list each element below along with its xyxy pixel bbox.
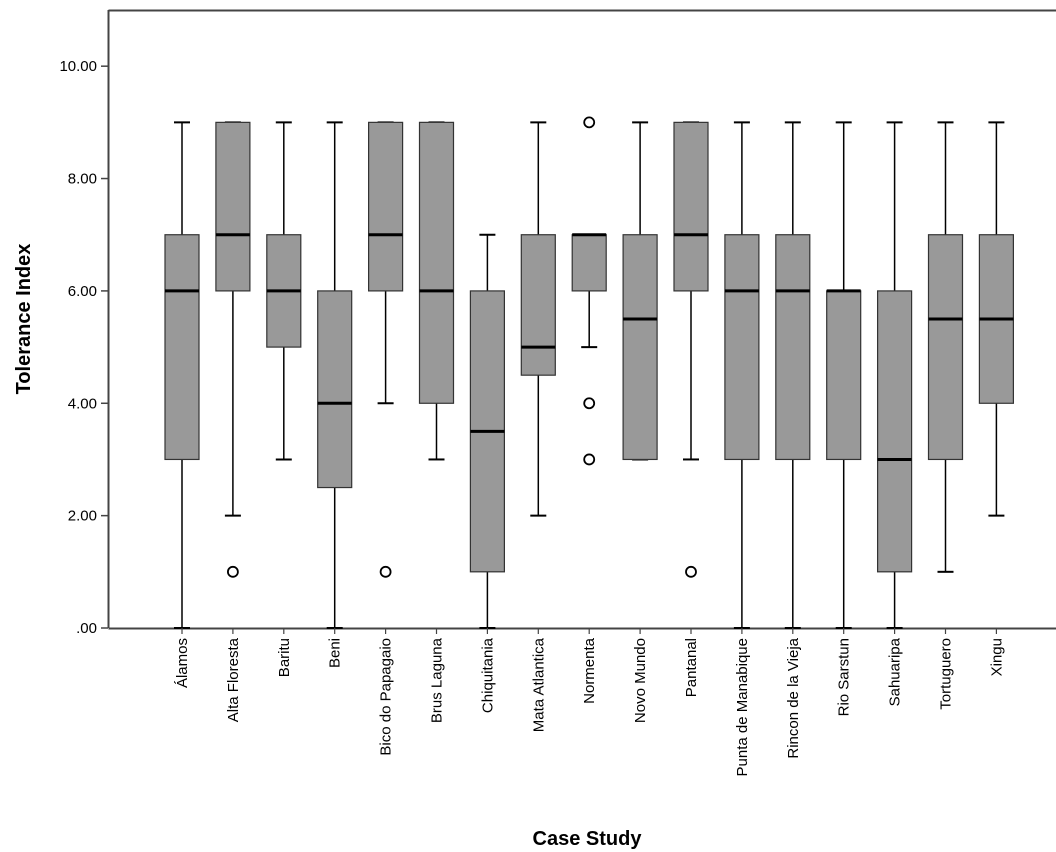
box-iqr bbox=[571, 234, 607, 292]
x-tick-label: Xingu bbox=[988, 638, 1005, 676]
box-group bbox=[775, 121, 811, 629]
box-iqr bbox=[673, 121, 709, 292]
box-group bbox=[622, 121, 658, 461]
outlier-point bbox=[583, 116, 596, 129]
x-tick-label: Rio Sarstun bbox=[836, 638, 853, 716]
box-iqr bbox=[775, 234, 811, 461]
y-tick-label: 4.00 bbox=[68, 395, 97, 412]
outlier-point bbox=[583, 397, 596, 410]
x-tick-label: Pantanal bbox=[683, 638, 700, 697]
x-tick-label: Chiquitania bbox=[479, 637, 496, 713]
box-group bbox=[368, 121, 404, 578]
x-axis-tick-labels: Álamos Alta Floresta Baritu Beni Bico do Pap… bbox=[174, 628, 1005, 776]
box-group bbox=[418, 121, 455, 461]
box-group bbox=[571, 116, 607, 466]
box-iqr bbox=[164, 234, 200, 461]
plot-frame bbox=[107, 9, 1056, 630]
x-tick-label: Sahuaripa bbox=[887, 637, 904, 706]
box-iqr bbox=[876, 290, 913, 573]
x-axis-title: Case Study bbox=[533, 828, 643, 850]
x-tick-label: Tortuguero bbox=[938, 638, 955, 710]
box-group bbox=[927, 121, 964, 573]
box-iqr bbox=[927, 234, 964, 461]
y-axis-ticks: .00 2.00 4.00 6.00 8.00 10.00 bbox=[59, 58, 108, 637]
x-tick-label: Alta Floresta bbox=[225, 637, 242, 722]
box-group bbox=[317, 121, 353, 629]
y-tick-label: .00 bbox=[76, 620, 97, 637]
y-tick-label: 8.00 bbox=[68, 171, 97, 188]
box-iqr bbox=[317, 290, 353, 489]
x-tick-label: Bico do Papagaio bbox=[378, 638, 395, 756]
box-iqr bbox=[520, 234, 556, 376]
y-tick-label: 2.00 bbox=[68, 508, 97, 525]
y-axis-title: Tolerance Index bbox=[13, 244, 35, 395]
x-tick-label: Mata Atlantica bbox=[530, 637, 547, 732]
x-tick-label: Rincon de la Vieja bbox=[785, 637, 802, 758]
x-tick-label: Normenta bbox=[581, 637, 598, 704]
box-group bbox=[673, 121, 709, 578]
x-tick-label: Beni bbox=[327, 638, 344, 668]
box-iqr bbox=[724, 234, 760, 461]
box-group bbox=[266, 121, 302, 461]
box-group bbox=[520, 121, 556, 517]
y-tick-label: 10.00 bbox=[59, 58, 97, 75]
outlier-point bbox=[379, 565, 392, 578]
box-group bbox=[978, 121, 1015, 517]
x-tick-label: Baritu bbox=[276, 638, 293, 677]
x-tick-label: Brus Laguna bbox=[429, 637, 446, 723]
box-iqr bbox=[622, 234, 658, 461]
box-iqr bbox=[368, 121, 404, 292]
y-tick-label: 6.00 bbox=[68, 283, 97, 300]
box-iqr bbox=[826, 290, 862, 461]
box-group bbox=[164, 121, 200, 629]
box-iqr bbox=[215, 121, 251, 292]
x-tick-label: Punta de Manabique bbox=[734, 638, 751, 776]
outlier-point bbox=[685, 565, 697, 578]
box-group bbox=[724, 121, 760, 629]
box-group bbox=[826, 121, 862, 629]
box-group bbox=[469, 233, 505, 629]
box-group bbox=[876, 121, 913, 629]
x-tick-label: Novo Mundo bbox=[632, 638, 649, 723]
outlier-point bbox=[226, 565, 239, 578]
box-group bbox=[215, 121, 251, 578]
box-iqr bbox=[418, 121, 455, 404]
outlier-point bbox=[583, 453, 596, 466]
box-series bbox=[164, 116, 1015, 629]
x-tick-label: Álamos bbox=[174, 638, 191, 688]
